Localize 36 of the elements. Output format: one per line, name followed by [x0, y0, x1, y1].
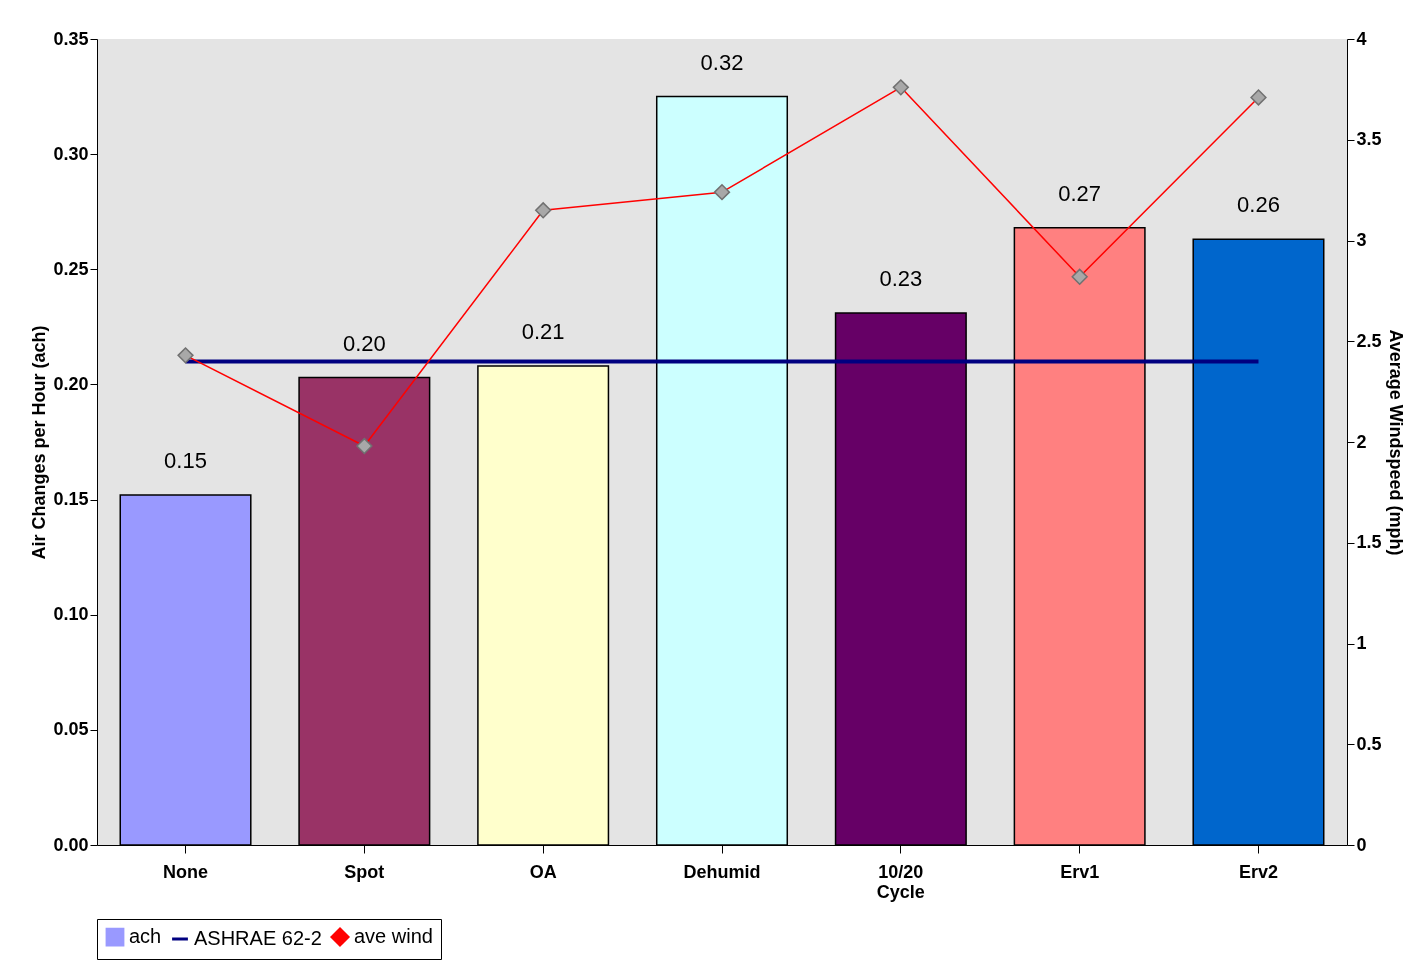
x-tick-label: Erv1: [1060, 861, 1100, 882]
y2-tick-label: 2.5: [1356, 330, 1382, 351]
data-label: 0.26: [1237, 192, 1280, 218]
data-label: 0.20: [342, 330, 386, 356]
y-tick-label: 0.15: [53, 489, 89, 510]
legend-label: ave wind: [354, 925, 433, 948]
x-tick-label: Spot: [344, 861, 385, 882]
y-tick-label: 0.05: [53, 719, 89, 740]
y-axis-title: Air Changes per Hour (ach): [29, 325, 50, 560]
y2-axis-title: Average Windspeed (mph): [1385, 329, 1406, 556]
y-tick-label: 0.10: [53, 604, 89, 625]
data-label: 0.21: [521, 319, 565, 345]
x-tick-label: Dehumid: [683, 861, 761, 882]
y2-tick-label: 0.5: [1356, 733, 1382, 754]
y2-tick-label: 2: [1356, 431, 1367, 452]
y-tick-label: 0.25: [53, 258, 89, 279]
legend-label: ach: [129, 925, 162, 948]
y2-tick-label: 3.5: [1356, 129, 1382, 150]
y2-tick-label: 1.5: [1356, 532, 1382, 553]
y2-tick-label: 4: [1356, 28, 1367, 49]
data-label: 0.23: [879, 266, 923, 292]
y-tick-label: 0.35: [53, 28, 89, 49]
y-tick-label: 0.30: [53, 143, 89, 164]
y2-tick-label: 0: [1356, 834, 1367, 855]
x-tick-label: Erv2: [1238, 861, 1278, 882]
y-tick-label: 0.20: [53, 373, 89, 394]
y2-tick-label: 3: [1356, 230, 1367, 250]
x-tick-label: OA: [529, 861, 557, 882]
x-tick-label: None: [163, 861, 209, 882]
data-label: 0.27: [1058, 180, 1102, 206]
x-tick-label: 10/20 Cycle: [876, 861, 925, 902]
y2-tick-label: 1: [1356, 633, 1367, 653]
y-tick-label: 0.00: [53, 834, 89, 855]
legend-label: ASHRAE 62-2: [194, 927, 322, 949]
data-label: 0.32: [700, 49, 744, 75]
data-label: 0.15: [164, 447, 207, 473]
